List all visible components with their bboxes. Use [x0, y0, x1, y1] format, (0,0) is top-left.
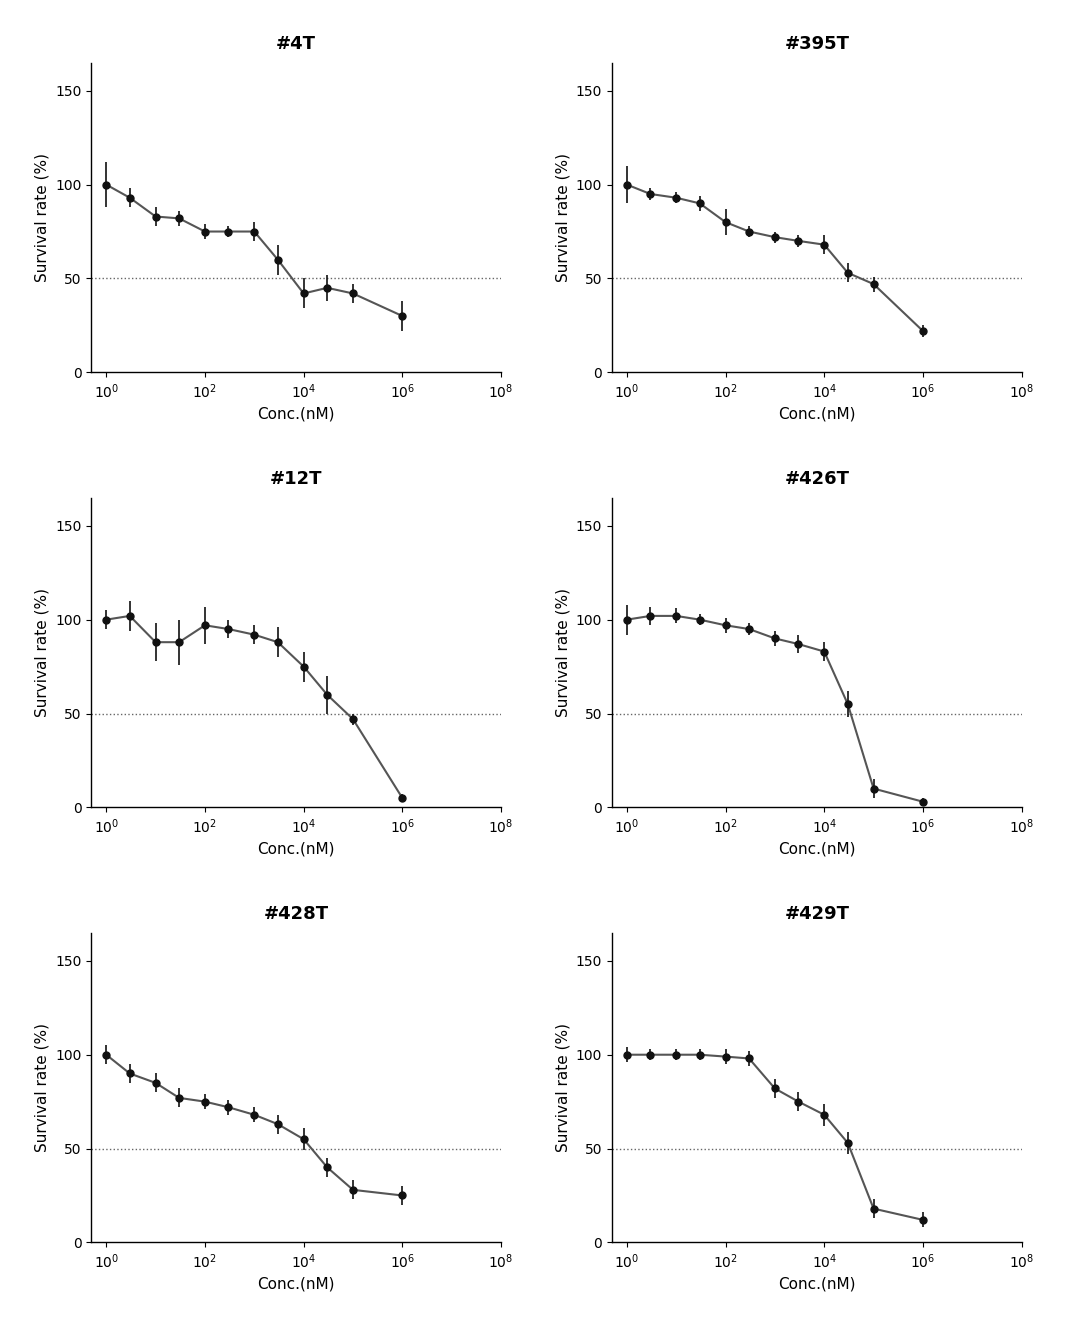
X-axis label: Conc.(nM): Conc.(nM)	[778, 1277, 855, 1292]
X-axis label: Conc.(nM): Conc.(nM)	[258, 406, 335, 422]
Y-axis label: Survival rate (%): Survival rate (%)	[555, 1024, 571, 1152]
Y-axis label: Survival rate (%): Survival rate (%)	[34, 1024, 50, 1152]
Y-axis label: Survival rate (%): Survival rate (%)	[555, 587, 571, 717]
Title: #395T: #395T	[785, 34, 849, 53]
Title: #12T: #12T	[270, 469, 323, 488]
Y-axis label: Survival rate (%): Survival rate (%)	[555, 152, 571, 282]
X-axis label: Conc.(nM): Conc.(nM)	[258, 1277, 335, 1292]
Title: #4T: #4T	[276, 34, 316, 53]
Title: #429T: #429T	[785, 904, 849, 923]
Title: #428T: #428T	[264, 904, 329, 923]
X-axis label: Conc.(nM): Conc.(nM)	[258, 841, 335, 857]
Y-axis label: Survival rate (%): Survival rate (%)	[34, 587, 50, 717]
X-axis label: Conc.(nM): Conc.(nM)	[778, 841, 855, 857]
Y-axis label: Survival rate (%): Survival rate (%)	[34, 152, 50, 282]
X-axis label: Conc.(nM): Conc.(nM)	[778, 406, 855, 422]
Title: #426T: #426T	[785, 469, 849, 488]
